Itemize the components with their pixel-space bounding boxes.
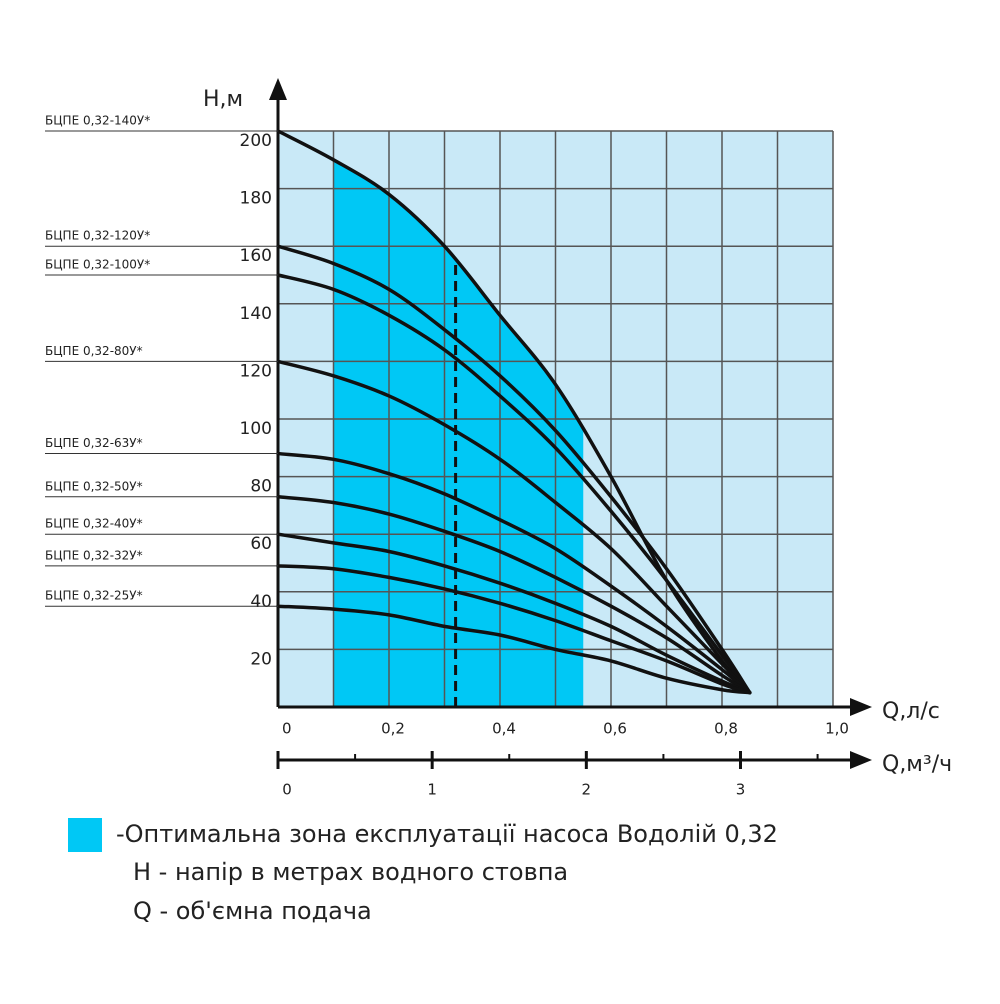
x-tick-label: 0	[282, 720, 292, 738]
legend-swatch	[68, 818, 102, 852]
legend-entry: БЦПЕ 0,32-100У*	[45, 258, 150, 272]
y-axis-arrow	[269, 78, 287, 100]
y-tick-label: 160	[240, 246, 272, 266]
pump-curve	[276, 495, 752, 695]
legend-entry: БЦПЕ 0,32-140У*	[45, 114, 150, 128]
x2-axis-arrow	[850, 751, 872, 769]
x-tick-label: 0,8	[714, 720, 738, 738]
note: Q - об'ємна подача	[133, 897, 372, 925]
y-tick-label: 120	[240, 361, 272, 381]
x-axis-label: Q,л/с	[882, 699, 940, 724]
x-tick-label: 0,2	[381, 720, 405, 738]
y-tick-label: 180	[240, 189, 272, 209]
y-tick-label: 200	[240, 131, 272, 151]
x2-tick-label: 3	[736, 781, 746, 799]
y-tick-label: 80	[250, 477, 272, 497]
pump-curve	[276, 451, 752, 695]
y-tick-label: 60	[250, 534, 272, 554]
legend-entry: БЦПЕ 0,32-120У*	[45, 229, 150, 243]
y-axis-label: Н,м	[203, 87, 243, 112]
x-tick-label: 0,6	[603, 720, 627, 738]
legend-entry: БЦПЕ 0,32-25У*	[45, 589, 143, 603]
legend-entry: БЦПЕ 0,32-63У*	[45, 436, 143, 450]
pump-curve	[276, 359, 752, 695]
y-tick-label: 20	[250, 649, 272, 669]
legend-entry: БЦПЕ 0,32-50У*	[45, 479, 143, 493]
pump-curve	[276, 273, 752, 695]
x-axis-arrow	[850, 698, 872, 716]
pump-curve	[276, 532, 752, 695]
x2-tick-label: 2	[582, 781, 592, 799]
y-tick-label: 40	[250, 592, 272, 612]
x2-axis-label: Q,м³/ч	[882, 752, 952, 777]
pump-curve	[276, 604, 752, 695]
x-tick-label: 0,4	[492, 720, 516, 738]
legend-entry: БЦПЕ 0,32-40У*	[45, 517, 143, 531]
pump-curve	[276, 244, 752, 695]
x2-tick-label: 1	[427, 781, 437, 799]
legend-entry: БЦПЕ 0,32-80У*	[45, 344, 143, 358]
y-tick-label: 100	[240, 419, 272, 439]
note: Н - напір в метрах водного стовпа	[133, 858, 568, 886]
x2-tick-label: 0	[282, 781, 292, 799]
legend-entry: БЦПЕ 0,32-32У*	[45, 548, 143, 562]
pump-curve	[276, 564, 752, 695]
y-tick-label: 140	[240, 304, 272, 324]
note: -Оптимальна зона експлуатації насоса Вод…	[116, 820, 778, 848]
pump-curve	[276, 129, 752, 695]
x-tick-label: 1,0	[825, 720, 849, 738]
